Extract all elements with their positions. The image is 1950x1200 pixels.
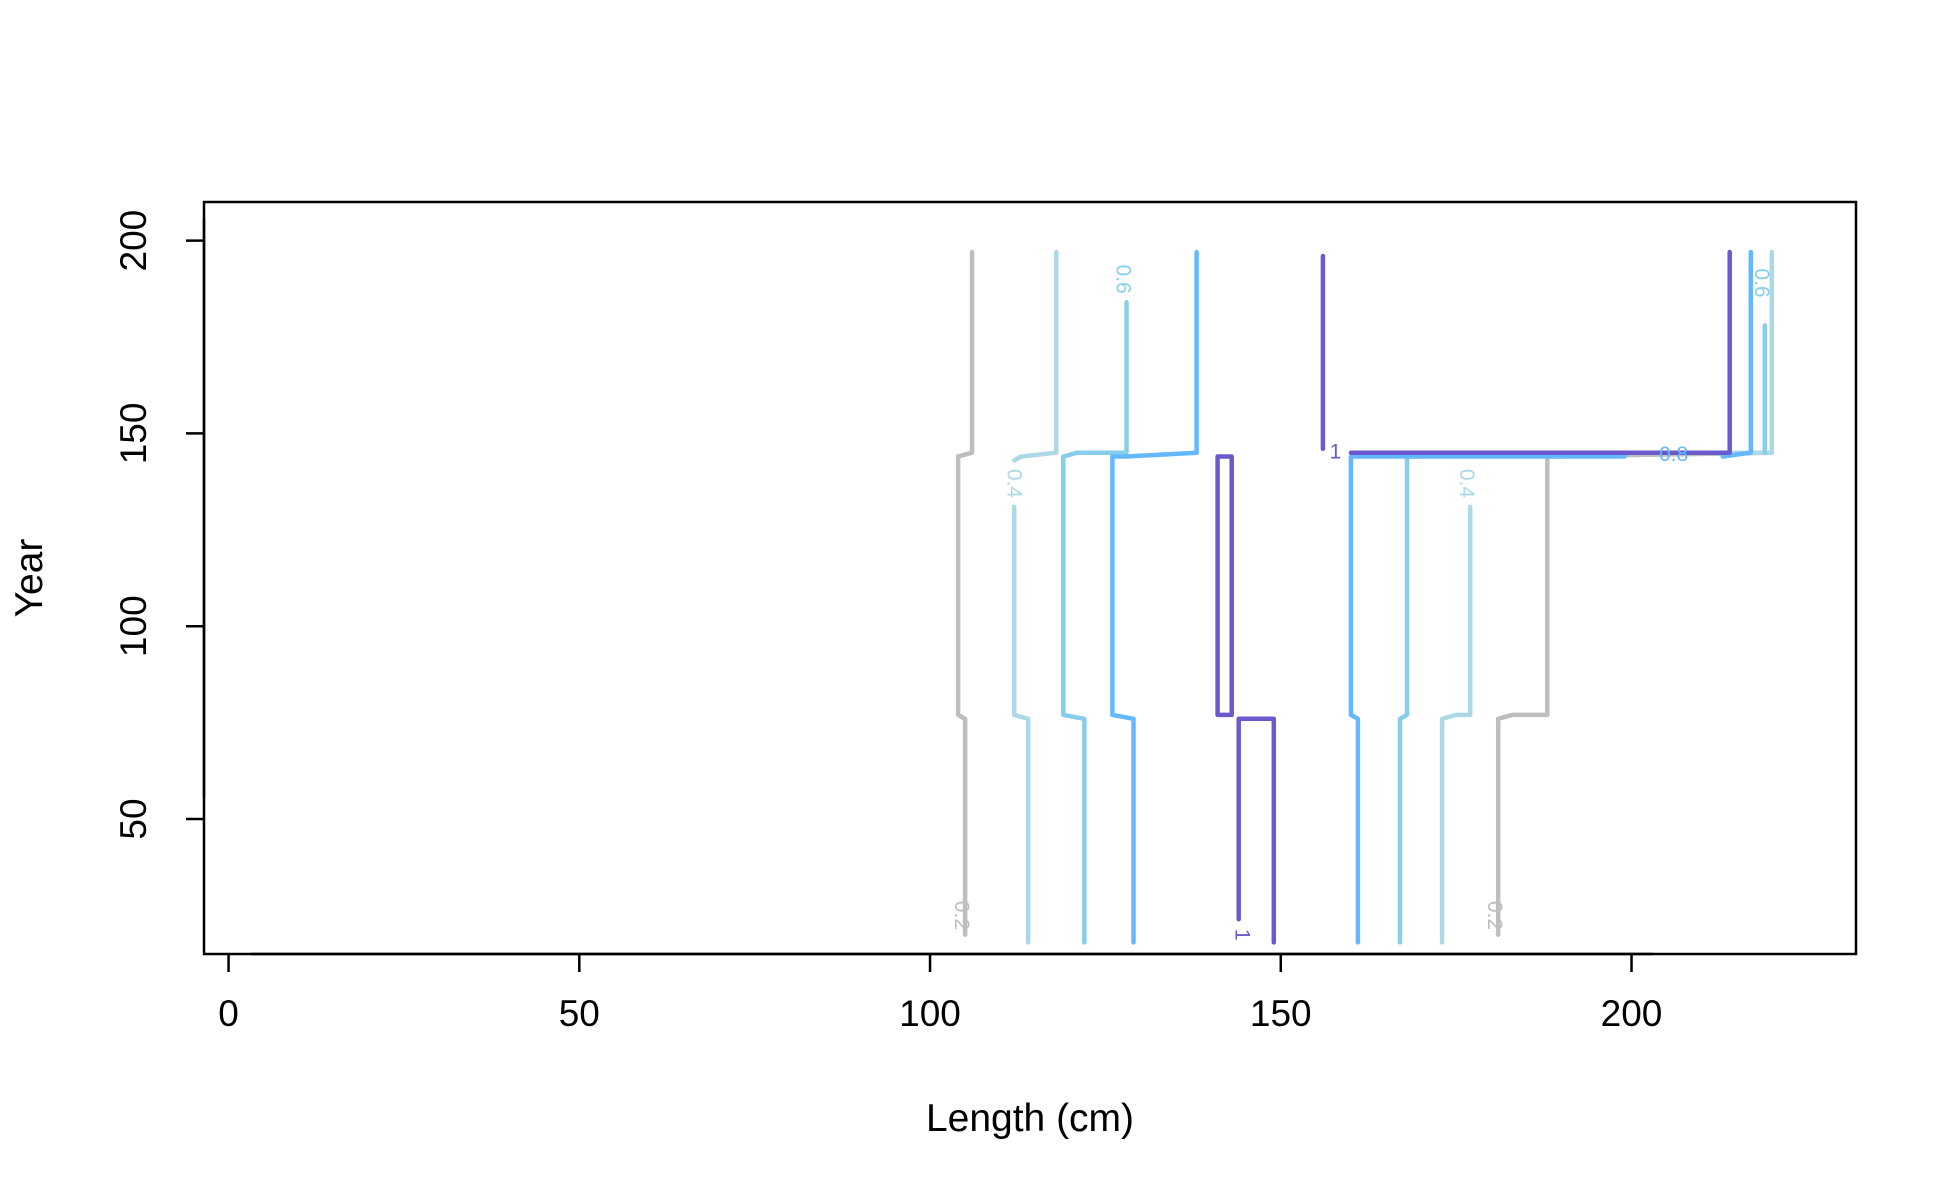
y-axis-title: Year [8, 539, 51, 618]
contour-label-5: 0.6 [1750, 268, 1773, 297]
contour-label-3: 0.4 [1455, 469, 1478, 499]
x-tick-label-0: 0 [218, 993, 239, 1034]
contour-lines [955, 249, 1775, 945]
contour-line-0-8-11 [1720, 249, 1754, 459]
contour-label-2: 0.4 [1003, 469, 1026, 499]
contour-line-0-6-6 [1061, 300, 1129, 945]
contour-label-0: 0.2 [950, 901, 973, 930]
contour-label-8: 1 [1330, 440, 1342, 463]
contour-label-7: 1 [1231, 929, 1254, 941]
y-tick-label-0: 50 [113, 798, 154, 839]
x-axis-title: Length (cm) [926, 1097, 1134, 1140]
contour-line-0-8-10 [1348, 454, 1627, 945]
contour-line-0-4-3 [1011, 504, 1031, 945]
x-tick-label-4: 200 [1601, 993, 1663, 1034]
contour-labels: 0.2 0.2 0.4 0.4 0.6 0.6 0.8 1 1 [950, 265, 1773, 941]
contour-line-1-15 [1348, 249, 1732, 455]
x-axis: 0 50 100 150 200 [218, 952, 1663, 1034]
x-tick-label-1: 50 [559, 993, 600, 1034]
y-tick-label-2: 150 [113, 403, 154, 465]
y-tick-label-1: 100 [113, 595, 154, 657]
x-tick-label-2: 100 [899, 993, 961, 1034]
contour-label-6: 0.8 [1659, 443, 1688, 466]
y-tick-label-3: 200 [113, 210, 154, 272]
contour-label-1: 0.2 [1483, 901, 1506, 930]
x-tick-label-3: 150 [1250, 993, 1312, 1034]
contour-line-1-12 [1215, 454, 1234, 718]
y-axis: 50 100 150 200 [113, 210, 206, 840]
contour-line-0-8-9 [1110, 249, 1199, 945]
contour-line-0-4-2 [1011, 249, 1059, 463]
contour-line-0-4-4 [1439, 504, 1473, 945]
contour-line-0-2-0 [955, 249, 975, 937]
contour-line-1-13 [1236, 716, 1277, 945]
contour-label-4: 0.6 [1111, 265, 1134, 294]
